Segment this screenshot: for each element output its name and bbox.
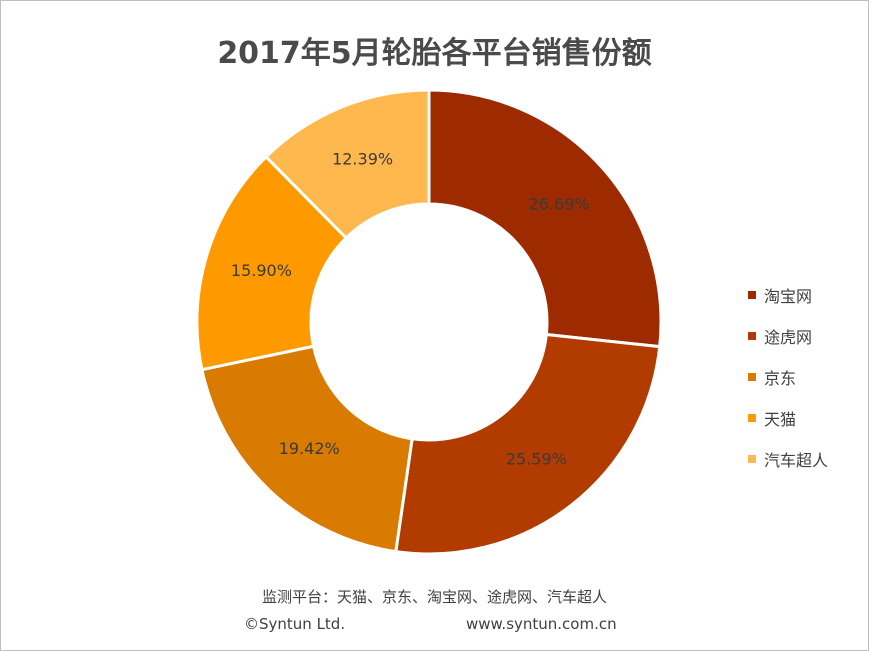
donut-slice-tuhu: [394, 332, 662, 556]
legend-label: 汽车超人: [764, 450, 829, 470]
legend-item-tmall: 天猫: [748, 397, 828, 438]
legend-item-jd: 京东: [748, 356, 828, 397]
legend-swatch: [748, 413, 756, 422]
legend-swatch: [748, 454, 756, 463]
legend-label: 天猫: [764, 409, 797, 429]
legend-swatch: [748, 331, 756, 340]
legend-label: 京东: [764, 368, 797, 388]
footer-copyright: ©Syntun Ltd.: [244, 615, 346, 633]
legend-item-taobao: 淘宝网: [748, 274, 828, 315]
legend-item-tuhu: 途虎网: [748, 315, 828, 356]
chart-legend: 淘宝网 途虎网 京东 天猫 汽车超人: [748, 274, 828, 479]
legend-label: 途虎网: [764, 327, 813, 347]
legend-swatch: [748, 290, 756, 299]
footer-source: 监测平台：天猫、京东、淘宝网、途虎网、汽车超人: [261, 588, 607, 606]
legend-swatch: [748, 372, 756, 381]
chart-title: 2017年5月轮胎各平台销售份额: [217, 36, 652, 71]
legend-item-qichechaoren: 汽车超人: [748, 438, 828, 479]
donut-slice-jd: [200, 344, 414, 554]
slice-label-taobao: 26.69%: [529, 195, 590, 214]
donut-slice-qichechaoren: [263, 88, 431, 241]
slice-label-qichechaoren: 12.39%: [332, 150, 393, 169]
slice-label-jd: 19.42%: [279, 439, 340, 458]
slice-label-tuhu: 25.59%: [506, 450, 567, 469]
donut-slice-tmall: [195, 154, 349, 372]
footer-website: www.syntun.com.cn: [466, 615, 617, 633]
slice-label-tmall: 15.90%: [231, 261, 292, 280]
legend-label: 淘宝网: [764, 286, 813, 306]
donut-slice-taobao: [427, 88, 663, 349]
